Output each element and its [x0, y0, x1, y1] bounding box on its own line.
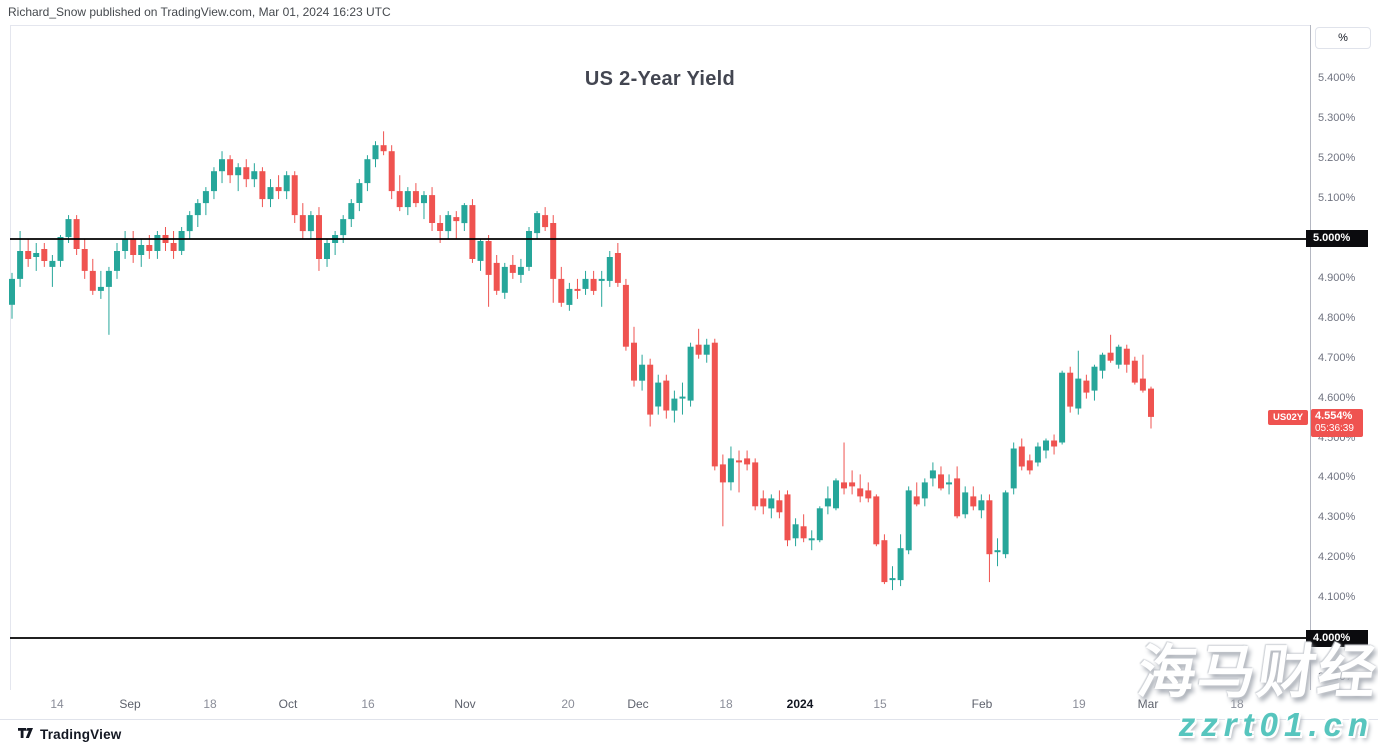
- percent-unit-button[interactable]: %: [1315, 27, 1371, 49]
- candlestick-series: [9, 131, 1154, 591]
- time-axis[interactable]: 14 Sep 18 Oct 16 Nov 20 Dec 18 2024 15 Feb 19 Mar 18: [0, 690, 1378, 719]
- price-tick-label: 4.700%: [1318, 352, 1356, 364]
- time-tick-label: 20: [561, 697, 575, 711]
- footer-bar: TradingView: [0, 720, 1378, 748]
- price-tick-label: 4.400%: [1318, 471, 1356, 483]
- time-tick-label: 14: [50, 697, 64, 711]
- time-tick-label: Nov: [454, 697, 476, 711]
- time-tick-label: Sep: [119, 697, 141, 711]
- time-tick-label: 18: [203, 697, 217, 711]
- attribution-text: Richard_Snow published on TradingView.co…: [8, 5, 391, 19]
- footer-separator: [0, 719, 1378, 720]
- symbol-price-tag: US02Y: [1268, 410, 1309, 425]
- price-tick-label: 4.100%: [1318, 591, 1356, 603]
- tradingview-logo-icon[interactable]: [18, 727, 33, 741]
- hline-price-label-5000: 5.000%: [1306, 230, 1368, 247]
- chart-pane[interactable]: [10, 25, 1310, 690]
- price-axis-separator: [1310, 25, 1311, 719]
- price-tick-label: 5.300%: [1318, 112, 1356, 124]
- time-tick-label: Feb: [971, 697, 993, 711]
- price-tick-label: 4.600%: [1318, 392, 1356, 404]
- tradingview-brand[interactable]: TradingView: [40, 726, 122, 742]
- time-tick-label: 16: [361, 697, 375, 711]
- price-tick-label: 3.900%: [1318, 671, 1356, 683]
- time-tick-label: 2024: [786, 697, 814, 711]
- price-tick-label: 4.300%: [1318, 511, 1356, 523]
- time-tick-label: Oct: [278, 697, 298, 711]
- time-tick-label: 19: [1072, 697, 1086, 711]
- chart-title: US 2-Year Yield: [584, 68, 736, 90]
- price-tick-label: 5.400%: [1318, 72, 1356, 84]
- hline-price-label-4000: 4.000%: [1306, 630, 1368, 647]
- price-tick-label: 4.800%: [1318, 312, 1356, 324]
- last-price-box: 4.554% 05:36:39: [1311, 409, 1363, 437]
- price-tick-label: 4.900%: [1318, 272, 1356, 284]
- bar-close-countdown: 05:36:39: [1315, 423, 1354, 434]
- price-tick-label: 5.100%: [1318, 192, 1356, 204]
- time-tick-label: 18: [719, 697, 733, 711]
- time-tick-label: Dec: [627, 697, 649, 711]
- price-tick-label: 4.200%: [1318, 551, 1356, 563]
- time-tick-label: 15: [873, 697, 887, 711]
- time-tick-label: 18: [1230, 697, 1244, 711]
- last-price-value: 4.554%: [1315, 410, 1353, 422]
- price-tick-label: 5.200%: [1318, 152, 1356, 164]
- time-tick-label: Mar: [1137, 697, 1159, 711]
